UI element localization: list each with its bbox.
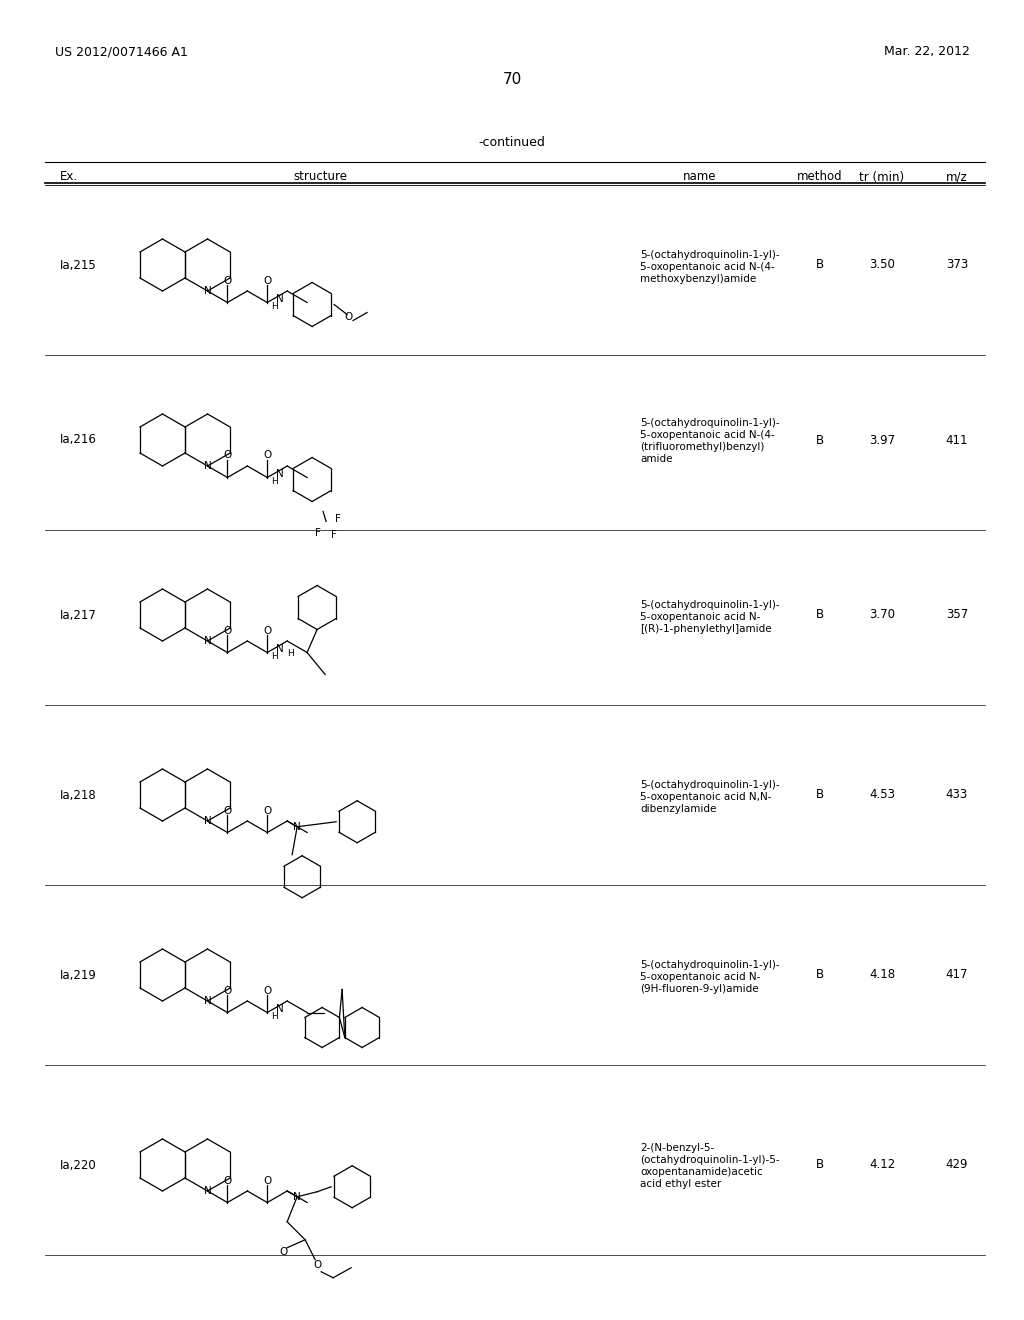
Text: O: O bbox=[263, 450, 271, 461]
Text: tr (min): tr (min) bbox=[859, 170, 904, 183]
Text: oxopentanamide)acetic: oxopentanamide)acetic bbox=[640, 1167, 763, 1177]
Text: F: F bbox=[331, 531, 337, 540]
Text: 5-oxopentanoic acid N-: 5-oxopentanoic acid N- bbox=[640, 972, 761, 982]
Text: B: B bbox=[816, 969, 824, 982]
Text: N: N bbox=[293, 1192, 301, 1201]
Text: 5-oxopentanoic acid N-: 5-oxopentanoic acid N- bbox=[640, 612, 761, 622]
Text: 5-(octahydroquinolin-1-yl)-: 5-(octahydroquinolin-1-yl)- bbox=[640, 249, 779, 260]
Text: Ia,218: Ia,218 bbox=[60, 788, 96, 801]
Text: B: B bbox=[816, 433, 824, 446]
Text: 433: 433 bbox=[946, 788, 968, 801]
Text: O: O bbox=[223, 626, 231, 635]
Text: N: N bbox=[204, 816, 211, 826]
Text: O: O bbox=[263, 805, 271, 816]
Text: O: O bbox=[263, 626, 271, 635]
Text: name: name bbox=[683, 170, 717, 183]
Text: Ia,219: Ia,219 bbox=[60, 969, 97, 982]
Text: B: B bbox=[816, 259, 824, 272]
Text: H: H bbox=[287, 648, 294, 657]
Text: 357: 357 bbox=[946, 609, 968, 622]
Text: 373: 373 bbox=[946, 259, 968, 272]
Text: 4.12: 4.12 bbox=[869, 1159, 895, 1172]
Text: Ex.: Ex. bbox=[60, 170, 78, 183]
Text: m/z: m/z bbox=[946, 170, 968, 183]
Text: N: N bbox=[293, 822, 301, 832]
Text: 5-oxopentanoic acid N,N-: 5-oxopentanoic acid N,N- bbox=[640, 792, 771, 803]
Text: amide: amide bbox=[640, 454, 673, 465]
Text: H: H bbox=[271, 652, 278, 661]
Text: 3.97: 3.97 bbox=[869, 433, 895, 446]
Text: 429: 429 bbox=[946, 1159, 969, 1172]
Text: O: O bbox=[263, 1176, 271, 1185]
Text: N: N bbox=[276, 469, 284, 479]
Text: N: N bbox=[276, 644, 284, 653]
Text: (octahydroquinolin-1-yl)-5-: (octahydroquinolin-1-yl)-5- bbox=[640, 1155, 779, 1166]
Text: Ia,220: Ia,220 bbox=[60, 1159, 96, 1172]
Text: methoxybenzyl)amide: methoxybenzyl)amide bbox=[640, 275, 757, 284]
Text: N: N bbox=[204, 286, 211, 296]
Text: N: N bbox=[204, 997, 211, 1006]
Text: Ia,216: Ia,216 bbox=[60, 433, 97, 446]
Text: N: N bbox=[204, 1185, 211, 1196]
Text: N: N bbox=[276, 294, 284, 304]
Text: 5-(octahydroquinolin-1-yl)-: 5-(octahydroquinolin-1-yl)- bbox=[640, 418, 779, 428]
Text: H: H bbox=[271, 302, 278, 312]
Text: O: O bbox=[223, 276, 231, 285]
Text: O: O bbox=[223, 805, 231, 816]
Text: Mar. 22, 2012: Mar. 22, 2012 bbox=[884, 45, 970, 58]
Text: (trifluoromethyl)benzyl): (trifluoromethyl)benzyl) bbox=[640, 442, 764, 451]
Text: O: O bbox=[223, 986, 231, 995]
Text: (9H-fluoren-9-yl)amide: (9H-fluoren-9-yl)amide bbox=[640, 983, 759, 994]
Text: 5-oxopentanoic acid N-(4-: 5-oxopentanoic acid N-(4- bbox=[640, 430, 775, 440]
Text: -continued: -continued bbox=[478, 136, 546, 149]
Text: US 2012/0071466 A1: US 2012/0071466 A1 bbox=[55, 45, 187, 58]
Text: O: O bbox=[223, 450, 231, 461]
Text: structure: structure bbox=[293, 170, 347, 183]
Text: B: B bbox=[816, 788, 824, 801]
Text: 5-(octahydroquinolin-1-yl)-: 5-(octahydroquinolin-1-yl)- bbox=[640, 960, 779, 970]
Text: N: N bbox=[276, 1003, 284, 1014]
Text: O: O bbox=[263, 986, 271, 995]
Text: O: O bbox=[344, 313, 352, 322]
Text: 417: 417 bbox=[946, 969, 969, 982]
Text: O: O bbox=[313, 1259, 322, 1270]
Text: 411: 411 bbox=[946, 433, 969, 446]
Text: H: H bbox=[271, 1012, 278, 1022]
Text: O: O bbox=[279, 1247, 288, 1257]
Text: B: B bbox=[816, 609, 824, 622]
Text: H: H bbox=[271, 478, 278, 486]
Text: 5-oxopentanoic acid N-(4-: 5-oxopentanoic acid N-(4- bbox=[640, 261, 775, 272]
Text: N: N bbox=[204, 461, 211, 471]
Text: O: O bbox=[223, 1176, 231, 1185]
Text: 3.70: 3.70 bbox=[869, 609, 895, 622]
Text: acid ethyl ester: acid ethyl ester bbox=[640, 1179, 721, 1189]
Text: Ia,215: Ia,215 bbox=[60, 259, 96, 272]
Text: 5-(octahydroquinolin-1-yl)-: 5-(octahydroquinolin-1-yl)- bbox=[640, 601, 779, 610]
Text: 4.53: 4.53 bbox=[869, 788, 895, 801]
Text: dibenzylamide: dibenzylamide bbox=[640, 804, 717, 814]
Text: Ia,217: Ia,217 bbox=[60, 609, 97, 622]
Text: O: O bbox=[263, 276, 271, 285]
Text: [(R)-1-phenylethyl]amide: [(R)-1-phenylethyl]amide bbox=[640, 624, 772, 634]
Text: N: N bbox=[204, 636, 211, 645]
Text: 2-(N-benzyl-5-: 2-(N-benzyl-5- bbox=[640, 1143, 715, 1152]
Text: 3.50: 3.50 bbox=[869, 259, 895, 272]
Text: B: B bbox=[816, 1159, 824, 1172]
Text: F: F bbox=[315, 528, 322, 539]
Text: F: F bbox=[335, 515, 341, 524]
Text: 5-(octahydroquinolin-1-yl)-: 5-(octahydroquinolin-1-yl)- bbox=[640, 780, 779, 789]
Text: method: method bbox=[798, 170, 843, 183]
Text: 4.18: 4.18 bbox=[869, 969, 895, 982]
Text: 70: 70 bbox=[503, 73, 521, 87]
